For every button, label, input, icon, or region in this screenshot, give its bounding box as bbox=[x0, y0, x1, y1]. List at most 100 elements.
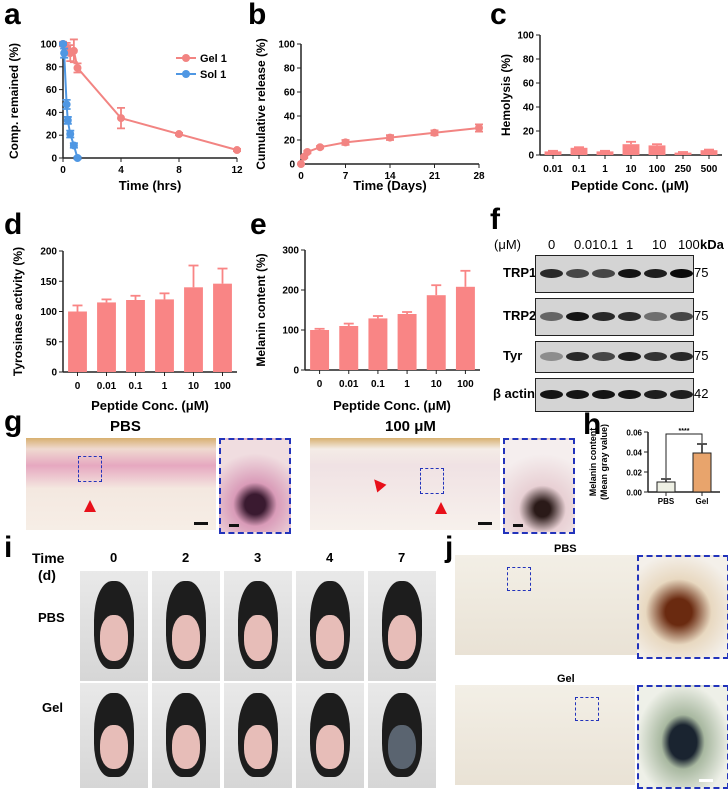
bar bbox=[68, 311, 87, 372]
y-tick-label: 20 bbox=[46, 131, 58, 142]
blot-band bbox=[618, 312, 641, 321]
y-tick-label: 100 bbox=[282, 326, 299, 337]
y-tick-label: 0.00 bbox=[626, 489, 642, 498]
x-tick-label: 0.1 bbox=[572, 164, 586, 175]
blot-strip bbox=[535, 298, 694, 336]
x-axis-title: Time (hrs) bbox=[119, 178, 182, 193]
blot-lane-label: 100 bbox=[678, 237, 700, 252]
chart-5: 0.00 0.02 0.04 0.06 Melanin content (Mean gra… bbox=[588, 424, 720, 506]
bar bbox=[570, 147, 588, 155]
x-tick-label: 0.01 bbox=[339, 379, 359, 390]
x-tick-label: 4 bbox=[118, 165, 124, 176]
staining-pbs-label: PBS bbox=[554, 543, 577, 555]
mouse-photo-gel bbox=[80, 683, 148, 788]
mouse-photo-pbs bbox=[296, 571, 364, 681]
chart-2: 0 20 40 60 80 100 Hemolysis (%) Peptide Conc. (… bbox=[499, 31, 722, 193]
bar bbox=[426, 295, 446, 370]
data-point bbox=[59, 40, 67, 48]
bar bbox=[397, 314, 417, 370]
y-tick-label: 200 bbox=[40, 247, 57, 258]
y-axis-title-line2: (Mean gray value) bbox=[599, 424, 609, 500]
y-tick-label: 60 bbox=[46, 85, 58, 96]
bar bbox=[339, 326, 359, 370]
scale-bar bbox=[513, 524, 523, 527]
bar bbox=[674, 152, 692, 155]
y-tick-label: 60 bbox=[523, 79, 535, 90]
bar bbox=[184, 287, 203, 372]
bar bbox=[700, 150, 718, 155]
day-label: 0 bbox=[110, 550, 118, 565]
x-tick-label: 0 bbox=[60, 165, 66, 176]
mouse-belly bbox=[100, 725, 128, 770]
y-tick-label: 0 bbox=[293, 366, 299, 377]
mouse-belly bbox=[100, 615, 128, 662]
x-tick-label: 100 bbox=[649, 164, 666, 175]
scale-bar bbox=[194, 522, 208, 525]
blot-strip bbox=[535, 255, 694, 293]
panel-label-f: f bbox=[490, 203, 500, 236]
blot-kda-label: kDa bbox=[700, 237, 724, 252]
y-axis-title: Melanin content (%) bbox=[254, 253, 268, 366]
data-point bbox=[316, 143, 325, 152]
y-tick-label: 0.02 bbox=[626, 469, 642, 478]
x-tick-label: 7 bbox=[343, 171, 349, 182]
blot-band bbox=[540, 390, 563, 399]
time-label: Time bbox=[32, 550, 65, 566]
blot-row-label: TRP2 bbox=[503, 308, 537, 323]
bar bbox=[213, 283, 232, 372]
data-point bbox=[175, 130, 183, 139]
blot-strip bbox=[535, 378, 694, 412]
blot-band bbox=[618, 390, 641, 399]
data-point bbox=[66, 130, 75, 139]
y-tick-label: 50 bbox=[46, 337, 58, 348]
y-axis-title: Cumulative release (%) bbox=[254, 38, 268, 169]
chart-1: 0 20 40 60 80 100 Cumulative release (%) Time (… bbox=[254, 38, 485, 193]
x-tick-label: 14 bbox=[384, 171, 396, 182]
y-axis-title: Tyrosinase activity (%) bbox=[11, 247, 25, 376]
y-tick-label: 100 bbox=[40, 307, 57, 318]
row-label-pbs: PBS bbox=[38, 610, 65, 625]
day-label: 4 bbox=[326, 550, 334, 565]
bar bbox=[622, 144, 640, 155]
day-label: 7 bbox=[398, 550, 406, 565]
y-tick-label: 0 bbox=[289, 160, 295, 171]
mouse-belly bbox=[172, 725, 200, 770]
x-tick-label: 0 bbox=[75, 381, 81, 392]
y-tick-label: 0.06 bbox=[626, 429, 642, 438]
blot-kda-marker: 42 bbox=[694, 386, 709, 401]
blot-lane-label: 10 bbox=[652, 237, 667, 252]
y-tick-label: 80 bbox=[523, 55, 535, 66]
x-tick-label: 1 bbox=[602, 164, 608, 175]
staining-gel-label: Gel bbox=[557, 673, 575, 685]
blot-lane-label: 0.1 bbox=[600, 237, 619, 252]
blot-band bbox=[644, 390, 667, 399]
x-tick-label: Gel bbox=[696, 497, 709, 506]
mouse-belly bbox=[316, 615, 344, 662]
panel-label-j: j bbox=[445, 531, 454, 564]
x-tick-label: 10 bbox=[625, 164, 637, 175]
blot-band bbox=[618, 352, 641, 361]
x-tick-label: 8 bbox=[176, 165, 182, 176]
y-tick-label: 20 bbox=[523, 127, 535, 138]
blot-row-label: TRP1 bbox=[503, 265, 537, 280]
x-tick-label: 0.01 bbox=[97, 381, 117, 392]
scale-bar bbox=[699, 779, 713, 782]
mouse-belly bbox=[172, 615, 200, 662]
x-tick-label: 0.01 bbox=[543, 164, 563, 175]
bar bbox=[596, 151, 614, 155]
row-label-gel: Gel bbox=[42, 700, 63, 715]
blot-band bbox=[670, 312, 693, 321]
legend-label: Gel 1 bbox=[200, 53, 227, 65]
y-tick-label: 20 bbox=[284, 136, 296, 147]
blot-unit-label: (μM) bbox=[494, 237, 521, 252]
data-point bbox=[341, 138, 350, 147]
data-point bbox=[73, 154, 82, 162]
blot-lane-label: 0 bbox=[548, 237, 556, 252]
data-point bbox=[73, 63, 82, 72]
significance-label: **** bbox=[679, 428, 690, 435]
blot-kda-marker: 75 bbox=[694, 308, 709, 323]
bar bbox=[310, 330, 330, 370]
data-point bbox=[233, 146, 241, 155]
mouse-belly bbox=[244, 615, 272, 662]
